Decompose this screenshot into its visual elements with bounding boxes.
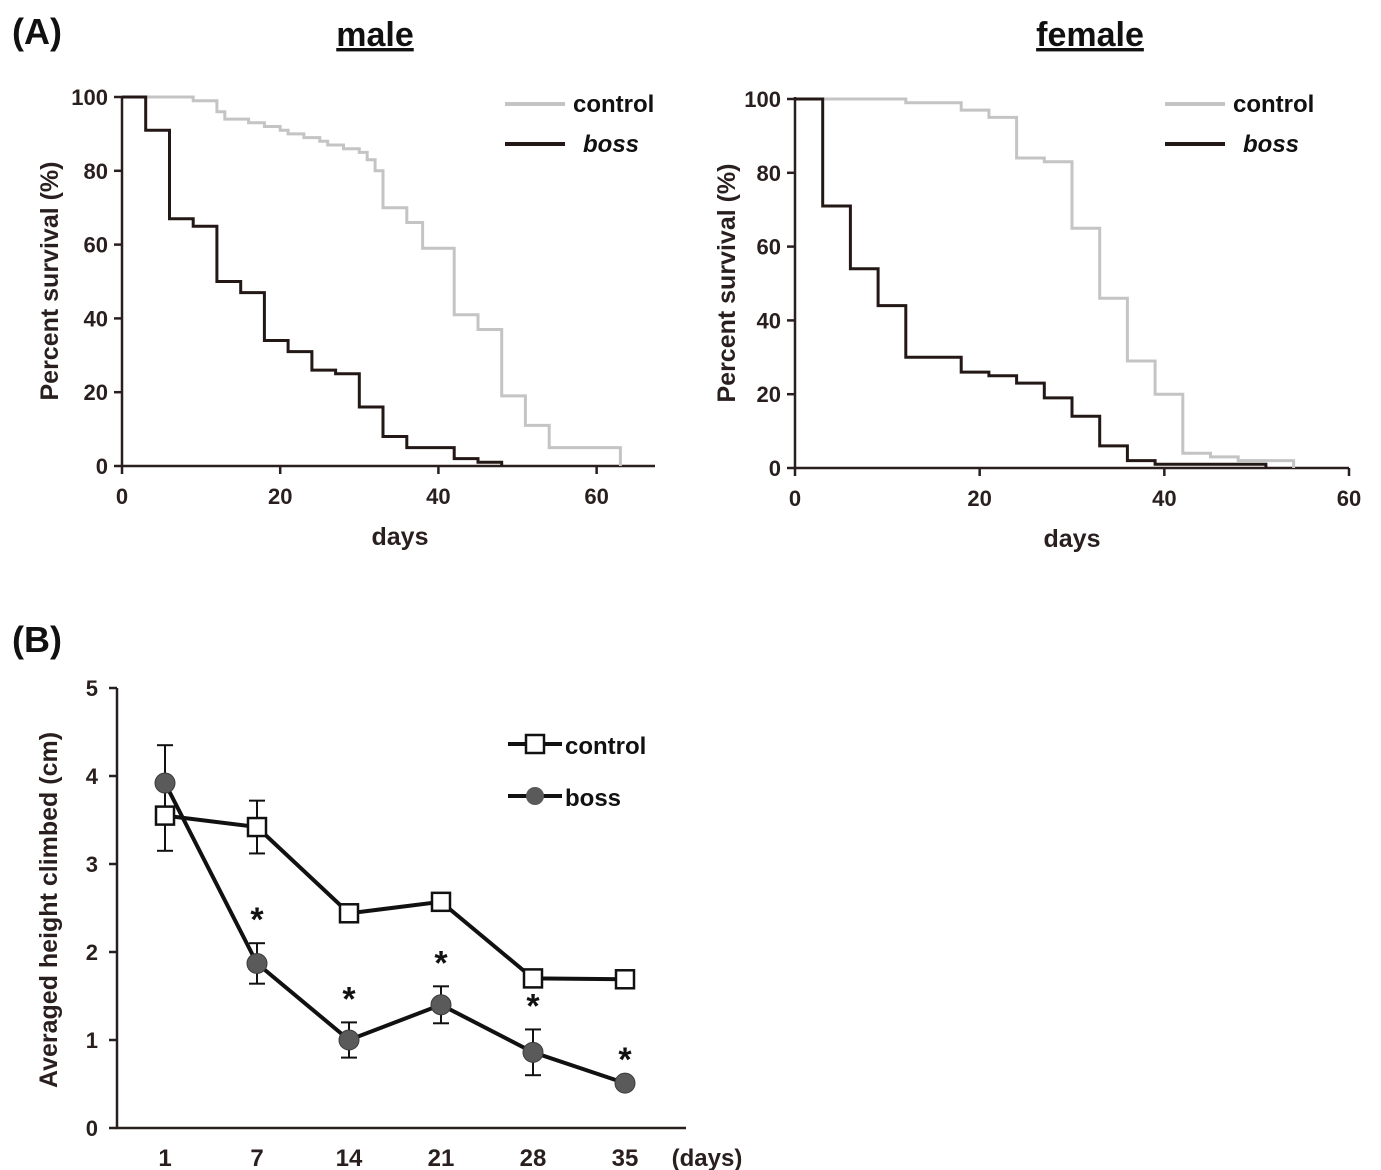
- female-boss-curve: [795, 97, 1268, 468]
- male-y-tick-label: 20: [84, 380, 108, 405]
- female-y-tick-label: 40: [757, 308, 781, 333]
- female-legend-boss-label: boss: [1243, 131, 1299, 158]
- climbing-control-point: [430, 891, 452, 913]
- female-y-tick-label: 60: [757, 235, 781, 260]
- climbing-y-tick-label: 3: [86, 852, 98, 877]
- climbing-boss-point: [430, 994, 452, 1016]
- male-x-tick-label: 0: [116, 484, 128, 509]
- climbing-legend-boss-marker: [526, 787, 544, 805]
- climbing-x-tick-label: 35: [612, 1145, 639, 1170]
- male-control-curve: [122, 95, 622, 466]
- climbing-y-tick-label: 4: [86, 764, 99, 789]
- survival-chart-female: female 0 20 40 60 0 20 40 60 80 100 days Percent…: [713, 16, 1361, 553]
- climbing-x-unit: (days): [672, 1145, 743, 1170]
- male-x-axis-title: days: [372, 523, 429, 551]
- climbing-control-point: [246, 816, 268, 838]
- climbing-control-point: [522, 968, 544, 989]
- climbing-x-tick-label: 14: [336, 1145, 363, 1170]
- climbing-significance-star: *: [526, 987, 540, 1025]
- climbing-boss-line: [163, 782, 626, 1085]
- climbing-y-axis-title: Averaged height climbed (cm): [35, 732, 63, 1088]
- climbing-y-tick-label: 2: [86, 940, 98, 965]
- female-x-axis-title: days: [1044, 525, 1101, 553]
- male-y-tick-label: 80: [84, 159, 108, 184]
- male-y-tick-label: 40: [84, 306, 108, 331]
- female-title: female: [1036, 16, 1144, 54]
- male-x-tick-label: 60: [584, 484, 608, 509]
- female-x-tick-label: 20: [967, 486, 991, 511]
- climbing-control-point: [614, 969, 636, 990]
- female-legend: control boss: [1165, 91, 1314, 158]
- climbing-significance-star: *: [434, 944, 448, 982]
- female-y-tick-label: 80: [757, 161, 781, 186]
- climbing-chart: 0 1 2 3 4 5 1 7 14 21 28 35 (days) Averaged height…: [35, 676, 742, 1170]
- climbing-legend-boss-label: boss: [565, 785, 621, 812]
- climbing-boss-point: [338, 1029, 360, 1051]
- climbing-significance-star: *: [250, 901, 264, 939]
- female-y-tick-label: 20: [757, 382, 781, 407]
- male-x-tick-label: 20: [268, 484, 292, 509]
- female-control-curve: [795, 97, 1296, 468]
- climbing-y-tick-label: 1: [86, 1028, 98, 1053]
- female-x-tick-label: 60: [1337, 486, 1361, 511]
- climbing-x-tick-label: 21: [428, 1145, 455, 1170]
- climbing-boss-point: [614, 1072, 636, 1094]
- climbing-significance-star: *: [342, 980, 356, 1018]
- male-y-axis-title: Percent survival (%): [36, 162, 64, 401]
- female-x-tick-label: 0: [789, 486, 801, 511]
- panel-b-label: (B): [12, 619, 62, 660]
- male-title: male: [336, 16, 414, 54]
- climbing-x-tick-label: 1: [158, 1145, 171, 1170]
- climbing-boss-point: [246, 952, 268, 974]
- male-x-tick-label: 40: [426, 484, 450, 509]
- male-legend-control-label: control: [573, 91, 654, 118]
- male-y-tick-label: 100: [71, 85, 108, 110]
- climbing-significance-star: *: [618, 1041, 632, 1079]
- male-legend-boss-label: boss: [583, 131, 639, 158]
- climbing-y-tick-label: 5: [86, 676, 98, 701]
- male-boss-curve: [122, 95, 504, 466]
- climbing-control-point: [338, 903, 360, 924]
- climbing-y-tick-label: 0: [86, 1116, 98, 1141]
- survival-chart-male: male 0 20 40 60 0 20 40 60 80 100 days Percent s…: [36, 16, 655, 551]
- climbing-x-tick-label: 28: [520, 1145, 547, 1170]
- female-y-tick-label: 0: [769, 456, 781, 481]
- male-axes: [120, 97, 655, 468]
- male-y-tick-label: 0: [96, 454, 108, 479]
- female-y-tick-label: 100: [744, 87, 781, 112]
- climbing-boss-point: [154, 772, 176, 794]
- climbing-x-tick-label: 7: [250, 1145, 263, 1170]
- female-legend-control-label: control: [1233, 91, 1314, 118]
- female-x-tick-label: 40: [1152, 486, 1176, 511]
- male-y-tick-label: 60: [84, 233, 108, 258]
- climbing-control-point: [154, 805, 176, 826]
- climbing-legend: control boss: [508, 733, 646, 812]
- climbing-legend-control-label: control: [565, 733, 646, 760]
- female-y-axis-title: Percent survival (%): [713, 164, 741, 403]
- male-legend: control boss: [505, 91, 654, 158]
- climbing-boss-point: [522, 1041, 544, 1063]
- climbing-control-line: [164, 813, 626, 982]
- climbing-legend-control-marker: [524, 733, 546, 755]
- panel-a-label: (A): [12, 11, 62, 52]
